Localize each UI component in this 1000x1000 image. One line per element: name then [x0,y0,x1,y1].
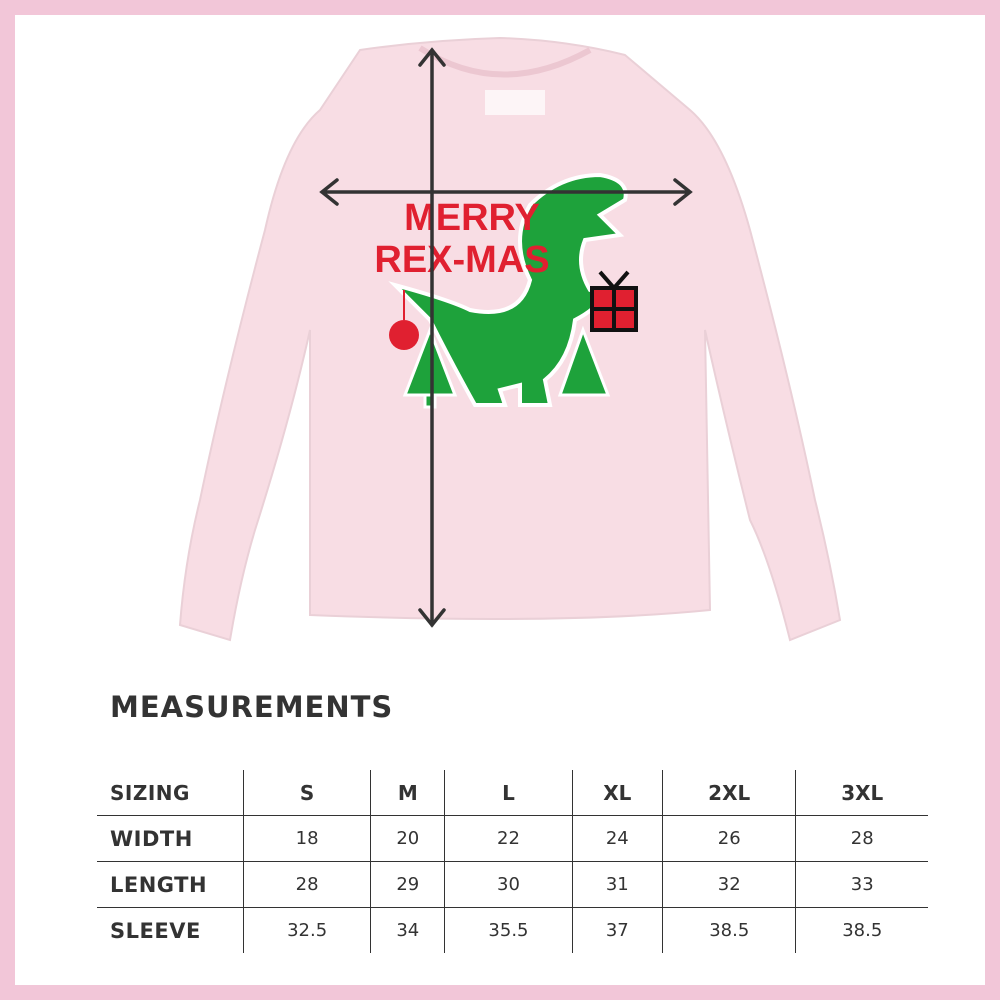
table-cell: 26 [661,815,796,862]
table-cell: XL [571,770,663,816]
table-cell: 28 [795,815,928,862]
table-row: SLEEVE 32.5 34 35.5 37 38.5 38.5 [97,907,928,953]
table-cell: 22 [444,815,573,862]
design-text: REX-MAS [374,239,549,281]
table-cell: L [444,770,573,816]
table-cell: 20 [370,815,445,862]
table-cell: WIDTH [97,815,244,862]
table-cell: 37 [571,907,663,953]
table-cell: 33 [795,861,928,908]
tag [485,90,545,115]
table-cell: 38.5 [795,907,928,953]
table-cell: SLEEVE [97,907,244,953]
table-cell: 34 [370,907,445,953]
dino [388,172,628,407]
table-cell: 24 [571,815,663,862]
table-cell: LENGTH [97,861,244,908]
table-cell: 2XL [661,770,796,816]
table-cell: 28 [242,861,371,908]
table-row: SIZING S M L XL 2XL 3XL [97,770,928,816]
table-cell: 32 [661,861,796,908]
ornament [389,320,419,350]
design-text: MERRY [404,197,540,239]
table-cell: 18 [242,815,371,862]
table-cell: M [370,770,445,816]
measure-arrows [319,47,693,628]
table-cell: 31 [571,861,663,908]
table-cell: SIZING [110,780,190,805]
table-cell: 3XL [795,770,928,816]
table-cell: 30 [444,861,573,908]
table-cell: 32.5 [242,907,371,953]
size-table: SIZING S M L XL 2XL 3XL WIDTH 18 20 22 24 26 28 LENGTH… [97,770,928,953]
tree [557,325,611,397]
table-cell: 35.5 [444,907,573,953]
table-cell: 29 [370,861,445,908]
table-row: WIDTH 18 20 22 24 26 28 [97,815,928,862]
gift-ribbon [592,270,636,330]
table-cell: 38.5 [661,907,796,953]
table-row: LENGTH 28 29 30 31 32 33 [97,861,928,908]
section-title: MEASUREMENTS [110,690,394,724]
table-cell: S [242,770,371,816]
